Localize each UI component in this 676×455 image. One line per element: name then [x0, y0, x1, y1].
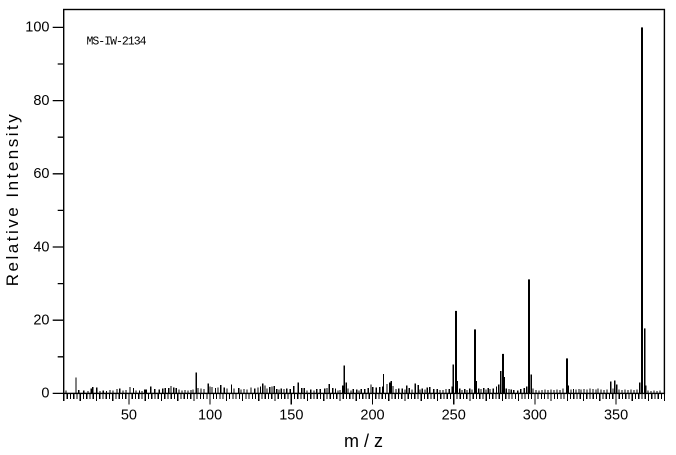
svg-text:250: 250 [442, 408, 466, 424]
svg-text:0: 0 [41, 386, 49, 402]
svg-text:50: 50 [121, 408, 137, 424]
svg-text:MS-IW-2134: MS-IW-2134 [87, 35, 147, 48]
svg-text:80: 80 [33, 93, 49, 109]
svg-text:300: 300 [523, 408, 547, 424]
svg-text:60: 60 [33, 166, 49, 182]
svg-text:100: 100 [198, 408, 222, 424]
svg-text:200: 200 [360, 408, 384, 424]
svg-text:m/z: m/z [344, 431, 388, 451]
svg-text:20: 20 [33, 313, 49, 329]
svg-text:350: 350 [604, 408, 628, 424]
svg-text:150: 150 [279, 408, 303, 424]
svg-text:40: 40 [33, 239, 49, 255]
svg-text:100: 100 [25, 20, 49, 36]
svg-text:Relative Intensity: Relative Intensity [3, 112, 22, 286]
